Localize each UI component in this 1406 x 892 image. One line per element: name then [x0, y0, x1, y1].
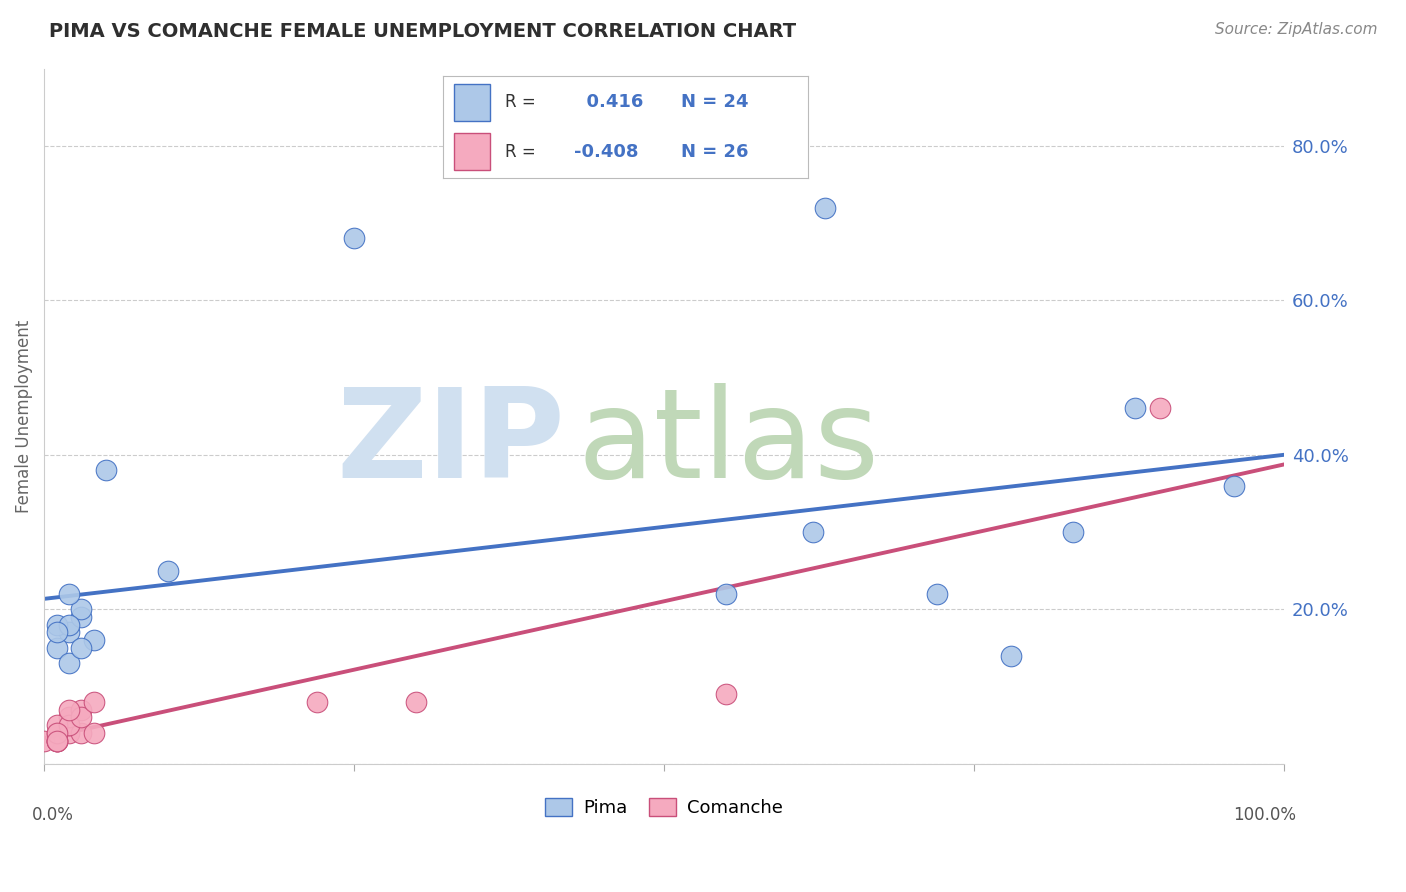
Point: [1149, 401, 1171, 416]
Text: atlas: atlas: [576, 384, 879, 505]
Point: [45, 733, 67, 747]
Legend: Pima, Comanche: Pima, Comanche: [538, 790, 790, 824]
Text: N = 26: N = 26: [681, 143, 748, 161]
Point: [70, 610, 93, 624]
Point: [70, 602, 93, 616]
Text: R =: R =: [505, 94, 536, 112]
Point: [94, 463, 117, 477]
Point: [45, 733, 67, 747]
Point: [58, 718, 80, 732]
Point: [32, 733, 55, 747]
Point: [45, 726, 67, 740]
Point: [343, 231, 366, 245]
Point: [70, 640, 93, 655]
Point: [58, 718, 80, 732]
Point: [58, 710, 80, 724]
Text: N = 24: N = 24: [681, 94, 748, 112]
FancyBboxPatch shape: [454, 84, 491, 121]
Point: [405, 695, 427, 709]
Point: [58, 703, 80, 717]
Point: [58, 587, 80, 601]
Point: [801, 524, 824, 539]
Point: [83, 695, 105, 709]
Point: [45, 733, 67, 747]
Text: 0.416: 0.416: [575, 94, 644, 112]
Point: [814, 201, 837, 215]
Point: [1062, 524, 1084, 539]
Point: [305, 695, 328, 709]
Point: [1223, 479, 1246, 493]
Point: [70, 703, 93, 717]
Point: [157, 564, 180, 578]
Point: [58, 657, 80, 671]
Point: [70, 710, 93, 724]
Text: R =: R =: [505, 143, 536, 161]
Text: 100.0%: 100.0%: [1233, 805, 1296, 823]
Point: [45, 625, 67, 640]
Point: [45, 718, 67, 732]
Point: [714, 687, 737, 701]
Point: [45, 640, 67, 655]
Point: [1000, 648, 1022, 663]
Point: [83, 726, 105, 740]
Point: [83, 633, 105, 648]
Text: ZIP: ZIP: [336, 384, 565, 505]
Point: [925, 587, 948, 601]
Text: Source: ZipAtlas.com: Source: ZipAtlas.com: [1215, 22, 1378, 37]
Text: 0.0%: 0.0%: [32, 805, 73, 823]
Y-axis label: Female Unemployment: Female Unemployment: [15, 319, 32, 513]
Point: [45, 733, 67, 747]
Point: [714, 587, 737, 601]
Point: [70, 726, 93, 740]
Text: -0.408: -0.408: [575, 143, 638, 161]
FancyBboxPatch shape: [454, 133, 491, 170]
Point: [45, 617, 67, 632]
Point: [58, 617, 80, 632]
Point: [58, 726, 80, 740]
Point: [58, 625, 80, 640]
Point: [1123, 401, 1146, 416]
Point: [45, 726, 67, 740]
Text: PIMA VS COMANCHE FEMALE UNEMPLOYMENT CORRELATION CHART: PIMA VS COMANCHE FEMALE UNEMPLOYMENT COR…: [49, 22, 796, 41]
